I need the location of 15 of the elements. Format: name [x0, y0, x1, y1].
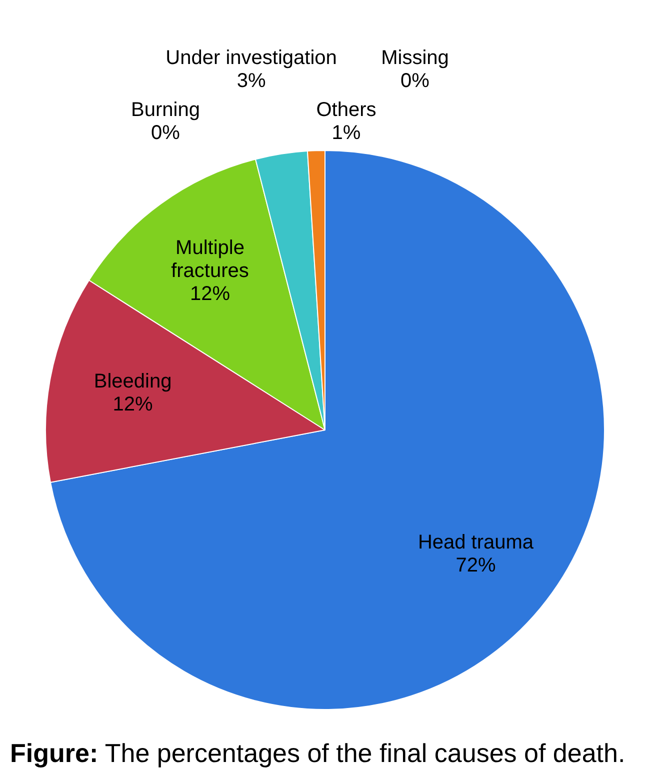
- slice-label: Bleeding: [94, 370, 172, 392]
- data-label: 12%: [112, 393, 154, 416]
- slice-label: Others: [316, 99, 376, 122]
- slice-label: Multiple fractures: [171, 237, 249, 282]
- text: 0%: [400, 70, 430, 92]
- slice-label: Under investigation: [166, 47, 337, 70]
- text: Figure: The percentages of the final causes of death.: [10, 738, 626, 769]
- data-label: 72%: [456, 554, 496, 577]
- data-label: 12%: [190, 283, 230, 306]
- slice-label: Head trauma: [418, 532, 534, 554]
- category-label: Missing: [381, 47, 449, 70]
- text: 0%: [151, 122, 180, 144]
- category-label: Burning: [131, 99, 200, 122]
- data-label: 1%: [332, 122, 361, 144]
- data-label: 3%: [236, 70, 266, 92]
